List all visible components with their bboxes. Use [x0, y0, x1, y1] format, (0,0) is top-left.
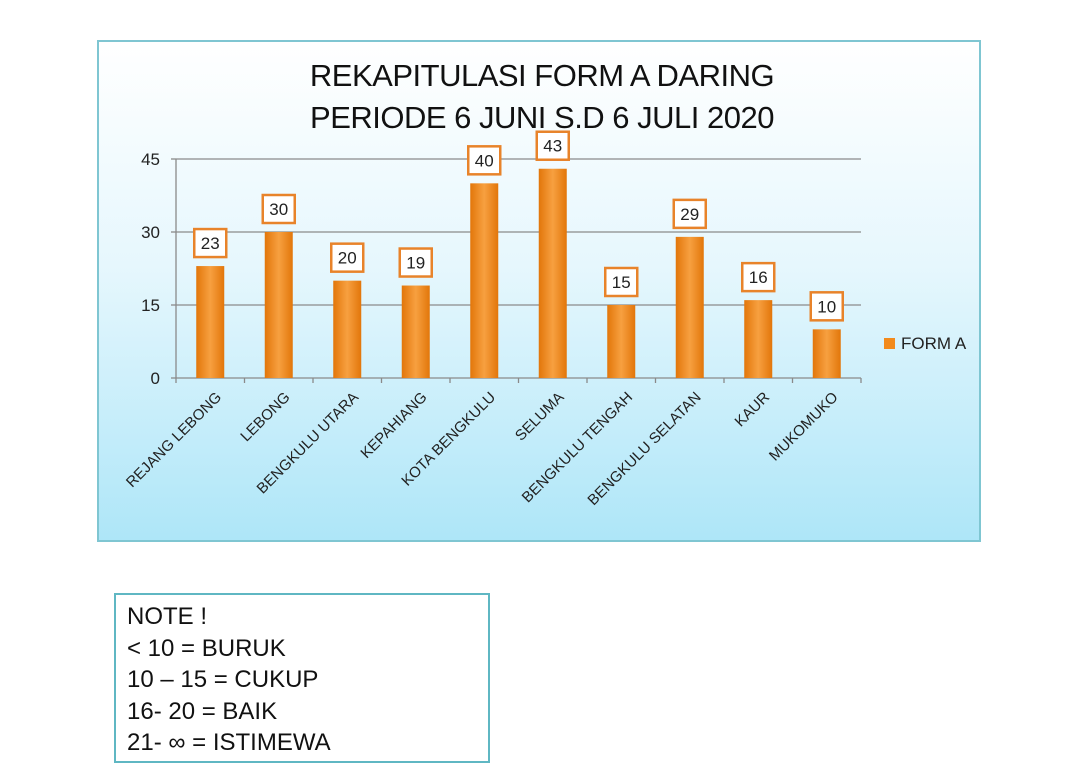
- data-label-box: [604, 266, 639, 298]
- data-label: 20: [338, 249, 357, 268]
- data-label-box: [467, 145, 502, 176]
- data-label-box: [535, 130, 570, 161]
- note-line-buruk: < 10 = BURUK: [127, 634, 286, 662]
- category-label: KEPAHIANG: [357, 389, 430, 462]
- note-line-baik: 16- 20 = BAIK: [127, 697, 278, 725]
- category-label: SELUMA: [512, 389, 568, 445]
- y-tick-label: 45: [141, 150, 160, 169]
- category-label: MUKOMUKO: [766, 389, 842, 465]
- category-label: REJANG LEBONG: [123, 389, 225, 491]
- bar: [812, 329, 841, 378]
- chart-title-line-1: REKAPITULASI FORM A DARING: [310, 58, 774, 93]
- data-label: 23: [201, 234, 220, 253]
- data-label: 40: [475, 151, 494, 170]
- bar: [401, 285, 430, 378]
- bar-chart: REKAPITULASI FORM A DARING PERIODE 6 JUN…: [123, 58, 967, 509]
- bar: [470, 183, 499, 378]
- data-label-box: [741, 261, 776, 293]
- bar: [744, 300, 773, 378]
- data-label-box: [398, 247, 433, 278]
- y-tick-label: 30: [141, 223, 160, 242]
- category-label: BENGKULU SELATAN: [584, 389, 704, 509]
- data-label: 16: [749, 268, 768, 287]
- category-label: BENGKULU TENGAH: [519, 389, 636, 506]
- data-label-box: [672, 198, 707, 230]
- data-label-box: [330, 242, 365, 273]
- data-label-box: [261, 193, 296, 225]
- note-heading: NOTE !: [127, 603, 208, 630]
- data-label: 10: [817, 297, 836, 316]
- bar: [538, 168, 567, 378]
- bar: [607, 305, 636, 378]
- legend-swatch: [884, 338, 895, 349]
- bar: [333, 280, 362, 378]
- y-tick-label: 0: [151, 369, 160, 388]
- data-label: 29: [680, 205, 699, 224]
- note-box: NOTE ! < 10 = BURUK 10 – 15 = CUKUP 16- …: [114, 593, 490, 763]
- bar: [264, 232, 293, 378]
- data-label: 15: [612, 273, 631, 292]
- chart-panel: REKAPITULASI FORM A DARING PERIODE 6 JUN…: [97, 40, 981, 542]
- data-label: 43: [543, 137, 562, 156]
- note-line-cukup: 10 – 15 = CUKUP: [127, 666, 319, 693]
- category-label: KAUR: [732, 389, 774, 431]
- bar: [196, 266, 225, 378]
- note-line-istimewa: 21- ∞ = ISTIMEWA: [127, 729, 331, 756]
- bar: [675, 236, 704, 378]
- data-label: 19: [406, 254, 425, 273]
- data-label-box: [193, 227, 228, 259]
- category-label: LEBONG: [237, 389, 293, 445]
- legend-label: FORM A: [901, 334, 967, 353]
- data-label-box: [809, 291, 844, 322]
- data-label: 30: [269, 200, 288, 219]
- chart-title-line-2: PERIODE 6 JUNI S.D 6 JULI 2020: [310, 100, 774, 135]
- y-tick-label: 15: [141, 296, 160, 315]
